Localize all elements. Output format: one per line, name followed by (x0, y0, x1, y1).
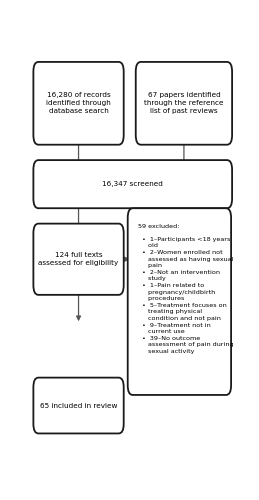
FancyBboxPatch shape (136, 62, 232, 144)
FancyBboxPatch shape (128, 208, 231, 395)
Text: 65 included in review: 65 included in review (40, 402, 117, 408)
FancyBboxPatch shape (33, 62, 124, 144)
FancyBboxPatch shape (33, 224, 124, 295)
Text: 124 full texts
assessed for eligibility: 124 full texts assessed for eligibility (38, 252, 119, 266)
Text: 67 papers identified
through the reference
list of past reviews: 67 papers identified through the referen… (144, 92, 224, 114)
Text: 59 excluded:

  •  1–Participants <18 years
     old
  •  2–Women enrolled not
 : 59 excluded: • 1–Participants <18 years … (138, 224, 233, 354)
FancyBboxPatch shape (33, 378, 124, 434)
FancyBboxPatch shape (33, 160, 232, 208)
Text: 16,280 of records
identified through
database search: 16,280 of records identified through dat… (46, 92, 111, 114)
Text: 16,347 screened: 16,347 screened (102, 181, 163, 187)
